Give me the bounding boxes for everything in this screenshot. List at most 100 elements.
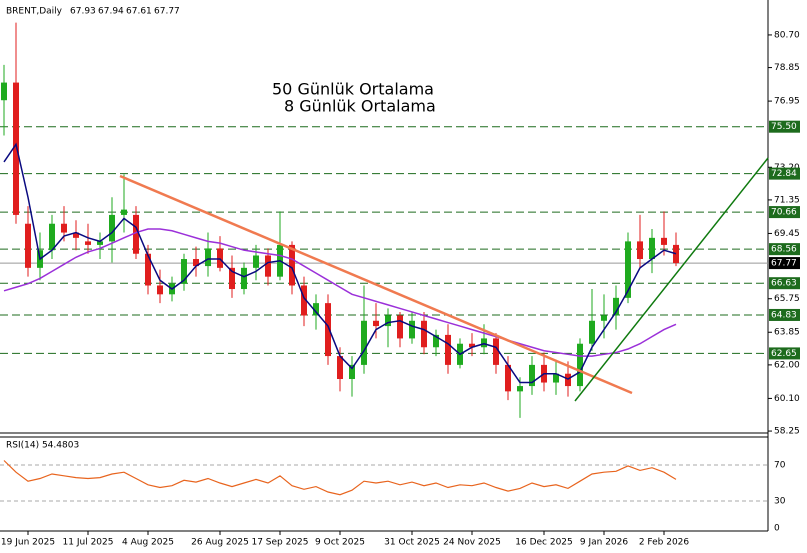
level-box	[769, 308, 800, 321]
y-tick-label: 0	[774, 524, 780, 534]
y-tick-label: 30	[774, 497, 786, 507]
candle-body	[133, 214, 139, 254]
ohlc-value: 67.61	[126, 7, 152, 17]
candle-body	[601, 315, 607, 321]
trend-line	[119, 174, 633, 395]
level-label: 62.65	[771, 349, 797, 359]
candle-body	[409, 320, 415, 339]
moving-average	[3, 228, 677, 357]
candle-body	[637, 241, 643, 260]
candle-body	[1, 82, 7, 101]
rsi-title: RSI(14) 54.4803	[6, 441, 79, 451]
candle-body	[97, 241, 103, 245]
rsi-line	[3, 460, 677, 496]
candle-body	[337, 356, 343, 380]
y-tick-label: 71.35	[774, 195, 800, 205]
y-tick-label: 62.00	[774, 360, 800, 370]
level-box	[769, 120, 800, 133]
candle-body	[241, 267, 247, 290]
x-tick-label: 11 Jul 2025	[63, 538, 114, 548]
candle-body	[529, 364, 535, 387]
x-tick-label: 24 Nov 2025	[443, 538, 501, 548]
candle-body	[445, 334, 451, 365]
candle-body	[361, 320, 367, 365]
level-box	[769, 243, 800, 256]
x-tick-label: 16 Dec 2025	[515, 538, 573, 548]
candle-body	[553, 373, 559, 383]
candle-body	[433, 334, 439, 348]
level-label: 66.63	[771, 279, 797, 289]
candle-body	[577, 343, 583, 387]
candle-body	[661, 237, 667, 245]
y-tick-label: 63.85	[774, 328, 800, 338]
x-tick-label: 4 Aug 2025	[122, 538, 174, 548]
level-box	[769, 277, 800, 290]
last-price-label: 67.77	[771, 259, 797, 269]
y-tick-label: 76.95	[774, 97, 800, 107]
x-tick-label: 9 Oct 2025	[315, 538, 365, 548]
candle-body	[253, 255, 259, 268]
trend-line	[574, 157, 769, 402]
x-tick-label: 26 Aug 2025	[191, 538, 249, 548]
y-tick-label: 70	[774, 461, 786, 471]
candle-body	[505, 364, 511, 392]
candle-body	[325, 303, 331, 357]
level-label: 64.83	[771, 310, 797, 320]
x-tick-label: 2 Feb 2026	[639, 538, 690, 548]
candle-body	[649, 237, 655, 260]
ohlc-value: 67.94	[98, 7, 124, 17]
candle-body	[73, 232, 79, 238]
candle-body	[349, 364, 355, 380]
y-tick-label: 60.10	[774, 394, 800, 404]
level-box	[769, 167, 800, 180]
y-tick-label: 65.75	[774, 294, 800, 304]
x-tick-label: 17 Sep 2025	[251, 538, 308, 548]
y-tick-label: 78.85	[774, 63, 800, 73]
candle-body	[13, 82, 19, 215]
candle-body	[625, 241, 631, 298]
candle-body	[397, 315, 403, 339]
candle-body	[217, 248, 223, 268]
x-tick-label: 19 Jun 2025	[1, 538, 55, 548]
candle-body	[205, 248, 211, 267]
candle-body	[673, 244, 679, 264]
ohlc-value: 67.93	[70, 7, 96, 17]
price-panel: 80.7078.8576.9573.2071.3569.4565.7563.85…	[0, 22, 800, 548]
candle-body	[85, 241, 91, 245]
candle-body	[313, 303, 319, 316]
candle-body	[229, 267, 235, 290]
y-tick-label: 69.45	[774, 229, 800, 239]
candle-body	[265, 255, 271, 277]
candle-body	[517, 386, 523, 392]
ohlc-value: 67.77	[154, 7, 180, 17]
moving-average	[3, 142, 677, 384]
level-label: 75.50	[771, 122, 797, 132]
candle-body	[109, 214, 115, 242]
y-tick-label: 80.70	[774, 30, 800, 40]
candle-body	[61, 223, 67, 233]
candle-body	[121, 209, 127, 215]
symbol: BRENT,Daily	[6, 7, 63, 17]
candle-body	[421, 320, 427, 348]
level-label: 68.56	[771, 245, 797, 255]
candle-body	[289, 244, 295, 286]
x-tick-label: 9 Jan 2026	[580, 538, 628, 548]
level-box	[769, 347, 800, 360]
candle-body	[301, 285, 307, 316]
y-tick-label: 58.25	[774, 427, 800, 437]
x-tick-label: 31 Oct 2025	[384, 538, 440, 548]
candle-body	[469, 343, 475, 348]
candle-body	[613, 297, 619, 316]
level-label: 70.66	[771, 208, 797, 218]
candle-body	[493, 338, 499, 365]
candle-body	[589, 320, 595, 344]
legend-entry: 50 Günlük Ortalama	[272, 80, 434, 99]
candle-body	[373, 320, 379, 327]
last-price-box	[769, 257, 800, 270]
candle-body	[385, 315, 391, 327]
candle-body	[193, 259, 199, 267]
candle-body	[157, 285, 163, 295]
candle-body	[25, 223, 31, 268]
